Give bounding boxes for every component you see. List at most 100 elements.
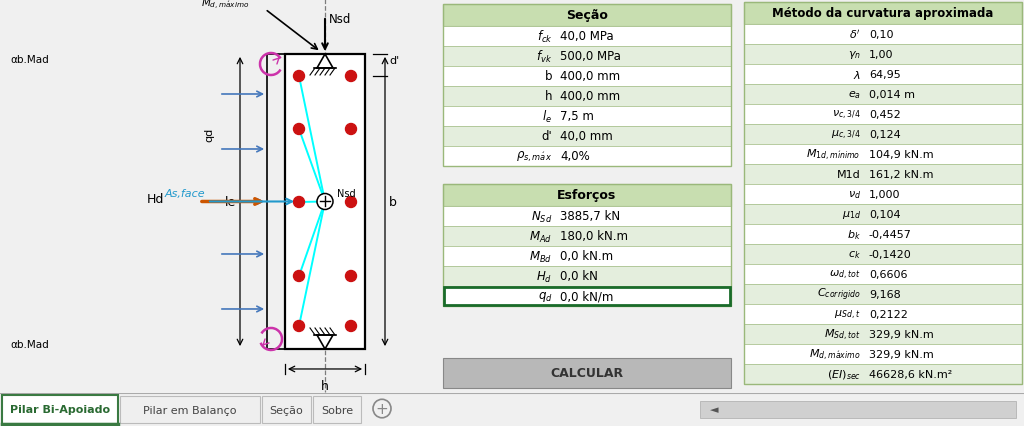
Bar (444, 287, 730, 305)
Text: qd: qd (204, 127, 214, 142)
Text: 0,2122: 0,2122 (868, 309, 907, 319)
Text: M1d: M1d (837, 170, 861, 180)
Text: $\mu_{c,3/4}$: $\mu_{c,3/4}$ (831, 128, 861, 141)
Text: 64,95: 64,95 (868, 70, 900, 80)
Bar (443, 358, 731, 388)
Text: $M_{Ad}$: $M_{Ad}$ (529, 229, 552, 244)
Text: Seção: Seção (566, 9, 608, 23)
Text: b: b (389, 196, 397, 208)
Text: le: le (224, 196, 236, 208)
Text: $\delta '$: $\delta '$ (849, 29, 861, 41)
Bar (443, 207, 731, 227)
Bar (443, 147, 731, 167)
Text: 46628,6 kN.m²: 46628,6 kN.m² (868, 369, 952, 379)
Text: 0,452: 0,452 (868, 110, 900, 120)
Text: 0,014 m: 0,014 m (868, 90, 914, 100)
Text: $\lambda$: $\lambda$ (853, 69, 861, 81)
Text: 9,168: 9,168 (868, 289, 900, 299)
Text: ◄: ◄ (710, 405, 718, 414)
Bar (744, 105, 1022, 125)
Bar (744, 85, 1022, 105)
Bar (443, 87, 731, 107)
Circle shape (317, 194, 333, 210)
Circle shape (345, 124, 356, 135)
Text: 0,104: 0,104 (868, 210, 900, 219)
Text: $M_{d,m\acute{a}ximo}$: $M_{d,m\acute{a}ximo}$ (809, 347, 861, 362)
Bar (744, 65, 1022, 85)
Text: 400,0 mm: 400,0 mm (560, 90, 621, 103)
Bar (443, 184, 731, 207)
Bar (744, 225, 1022, 245)
Text: CALCULAR: CALCULAR (551, 367, 624, 380)
Text: 104,9 kN.m: 104,9 kN.m (868, 150, 934, 160)
Text: -0,1420: -0,1420 (868, 249, 911, 259)
Circle shape (345, 71, 356, 82)
Text: 400,0 mm: 400,0 mm (560, 70, 621, 83)
Text: $\nu_{c,3/4}$: $\nu_{c,3/4}$ (833, 108, 861, 121)
Text: $H_d$: $H_d$ (537, 269, 552, 284)
Bar (285, 55, 365, 349)
Text: 4,0%: 4,0% (560, 150, 590, 163)
Text: $\omega_{d,tot}$: $\omega_{d,tot}$ (829, 268, 861, 281)
Text: Nsd: Nsd (337, 189, 355, 199)
Bar (443, 5, 731, 167)
Text: αb.Mad: αb.Mad (10, 339, 49, 349)
Text: 3885,7 kN: 3885,7 kN (560, 210, 621, 223)
Bar (313, 396, 361, 423)
Text: 0,0 kN.m: 0,0 kN.m (560, 250, 613, 263)
Text: $c_k$: $c_k$ (848, 248, 861, 260)
Text: Hd: Hd (146, 193, 164, 205)
Text: 7,5 m: 7,5 m (560, 110, 594, 123)
Bar (443, 47, 731, 67)
Bar (744, 284, 1022, 304)
Bar (744, 25, 1022, 45)
Text: $\mu_{1d}$: $\mu_{1d}$ (842, 208, 861, 221)
Text: Método da curvatura aproximada: Método da curvatura aproximada (772, 8, 993, 20)
Text: 0,6606: 0,6606 (868, 269, 907, 279)
Bar (744, 3, 1022, 384)
Bar (443, 286, 731, 306)
Text: $\rho_{s,m\acute{a}x}$: $\rho_{s,m\acute{a}x}$ (516, 150, 552, 164)
Text: -0,4457: -0,4457 (868, 230, 911, 239)
Text: $\gamma_n$: $\gamma_n$ (848, 49, 861, 61)
Text: 1,00: 1,00 (868, 50, 893, 60)
Text: 0,0 kN: 0,0 kN (560, 270, 598, 283)
Circle shape (345, 197, 356, 208)
Text: 0,124: 0,124 (868, 130, 900, 140)
Text: $q_d$: $q_d$ (538, 289, 552, 303)
Text: 40,0 MPa: 40,0 MPa (560, 30, 614, 43)
Bar (744, 3, 1022, 25)
Bar (443, 127, 731, 147)
Bar (744, 204, 1022, 225)
Text: b: b (545, 70, 552, 83)
Bar (443, 184, 731, 306)
Text: $M_{Sd,tot}$: $M_{Sd,tot}$ (824, 327, 861, 342)
Bar (744, 304, 1022, 324)
Text: 500,0 MPa: 500,0 MPa (560, 50, 622, 63)
Text: 329,9 kN.m: 329,9 kN.m (868, 349, 934, 359)
Bar (744, 145, 1022, 164)
Bar (262, 396, 311, 423)
Text: $M_{Bd}$: $M_{Bd}$ (529, 249, 552, 264)
Text: 329,9 kN.m: 329,9 kN.m (868, 329, 934, 339)
Text: 0,0 kN/m: 0,0 kN/m (560, 290, 613, 303)
Bar (744, 265, 1022, 284)
Text: 0,10: 0,10 (868, 30, 893, 40)
Bar (2, 395, 118, 424)
Circle shape (294, 321, 304, 332)
Text: d': d' (389, 56, 399, 66)
Text: 180,0 kN.m: 180,0 kN.m (560, 230, 629, 243)
Text: $e_a$: $e_a$ (848, 89, 861, 101)
Text: Pilar Bi-Apoiado: Pilar Bi-Apoiado (10, 403, 110, 414)
Bar (443, 246, 731, 266)
Circle shape (294, 197, 304, 208)
Text: 161,2 kN.m: 161,2 kN.m (868, 170, 933, 180)
Text: $b_k$: $b_k$ (847, 227, 861, 241)
Circle shape (294, 271, 304, 282)
Text: Seção: Seção (269, 405, 303, 414)
Bar (443, 227, 731, 246)
Bar (744, 364, 1022, 384)
Text: $f_{vk}$: $f_{vk}$ (537, 49, 552, 65)
Bar (443, 27, 731, 47)
Bar (744, 125, 1022, 145)
